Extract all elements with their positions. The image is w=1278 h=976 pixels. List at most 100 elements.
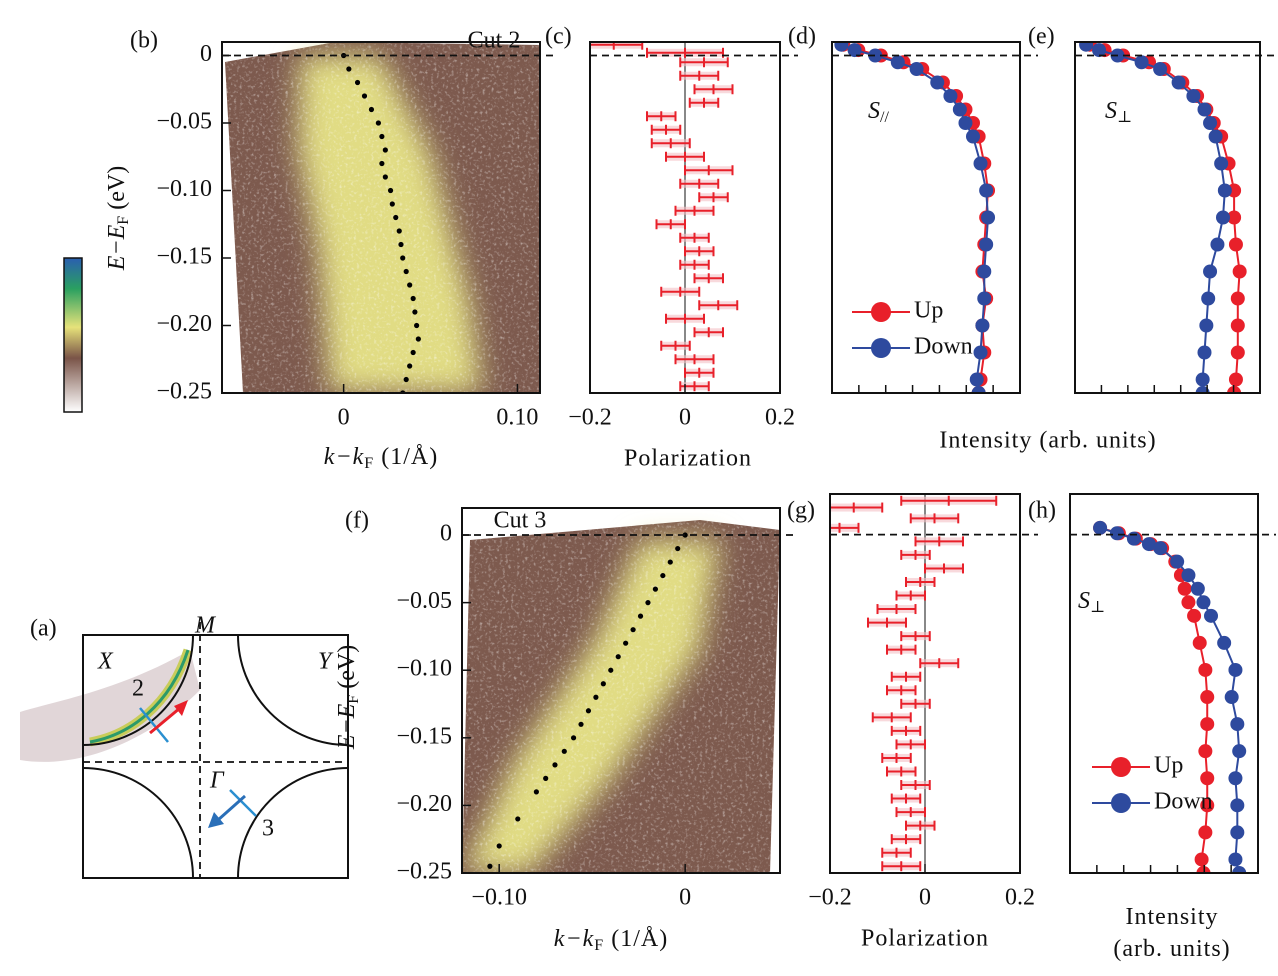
dispersion-point	[552, 762, 558, 768]
y-tick-label: −0.20	[396, 791, 452, 817]
intensity-point	[1217, 183, 1232, 198]
intensity-point	[977, 291, 992, 306]
cut-arrow	[149, 706, 181, 735]
error-bar	[924, 563, 964, 574]
error-bar	[684, 165, 734, 176]
intensity-point	[1110, 526, 1124, 541]
dispersion-point	[630, 627, 636, 633]
x-axis-label-line: Intensity	[1126, 904, 1219, 930]
intensity-point	[981, 210, 996, 225]
legend-marker	[1111, 757, 1131, 777]
intensity-point	[975, 318, 990, 333]
legend-label: Up	[914, 298, 943, 324]
annotation-main: S	[1105, 98, 1117, 124]
y-axis-label: E−EF (eV)	[104, 166, 132, 271]
annotation-main: S	[868, 98, 880, 124]
error-bar	[905, 576, 936, 587]
intensity-point	[1216, 210, 1230, 225]
error-bar	[900, 780, 931, 791]
intensity-point	[952, 102, 967, 117]
intensity-point	[1217, 635, 1232, 650]
panel-errorbar	[830, 494, 998, 873]
error-bar	[698, 192, 729, 203]
intensity-point	[979, 237, 994, 252]
intensity-point	[973, 345, 988, 360]
intensity-point	[1200, 798, 1215, 813]
legend-marker	[871, 302, 891, 322]
error-bar	[914, 536, 964, 547]
annotation: Cut 3	[494, 508, 547, 534]
panel-scatter	[225, 42, 540, 393]
dispersion-point	[533, 789, 539, 795]
intensity-point	[1197, 345, 1212, 360]
x-tick-label: 0.10	[496, 405, 538, 431]
dispersion-point	[403, 376, 409, 383]
dispersion-point	[389, 201, 395, 207]
error-bar	[890, 725, 922, 736]
error-bar	[890, 793, 922, 804]
x-axis-label: Polarization	[624, 446, 752, 472]
intensity-point	[834, 42, 849, 52]
x-tick-label: 0	[679, 885, 691, 911]
intensity-point	[1230, 345, 1245, 360]
error-bar	[919, 658, 960, 669]
panel-label: (f)	[345, 508, 369, 534]
error-bar	[900, 495, 998, 506]
plot-frame	[221, 41, 541, 394]
intensity-point	[958, 116, 973, 130]
dispersion-point	[410, 295, 416, 302]
intensity-point	[1230, 798, 1245, 813]
error-bar	[655, 219, 686, 230]
intensity-point	[1196, 866, 1211, 873]
dispersion-point	[410, 349, 416, 356]
x-tick-label: 0	[338, 405, 350, 431]
intensity-point	[977, 264, 992, 279]
dispersion-point	[382, 147, 388, 153]
intensity-point	[1190, 581, 1205, 596]
intensity-point	[1194, 852, 1209, 867]
dispersion-point	[615, 654, 621, 660]
intensity-point	[1181, 568, 1196, 583]
dispersion-point	[578, 721, 584, 727]
y-axis-label-sub: F	[115, 216, 132, 225]
bz-frame	[82, 634, 349, 879]
dispersion-point	[543, 775, 549, 781]
intensity-point	[1197, 102, 1212, 117]
intensity-point	[1187, 608, 1202, 623]
intensity-point	[1203, 116, 1218, 130]
error-bar	[679, 57, 729, 68]
error-bar	[665, 313, 705, 324]
dispersion-point	[412, 309, 418, 315]
dispersion-point	[368, 106, 375, 113]
intensity-point	[1210, 237, 1225, 252]
x-axis-label-line: (arb. units)	[1113, 936, 1230, 962]
intensity-point	[1228, 852, 1243, 867]
y-axis-label: E−EF (eV)	[334, 645, 362, 750]
error-bar	[905, 820, 936, 831]
intensity-point	[1227, 210, 1242, 225]
intensity-point	[1200, 717, 1215, 732]
intensity-line	[1099, 526, 1241, 873]
error-bar	[590, 42, 644, 50]
legend-label: Down	[914, 334, 973, 360]
colorbar	[63, 257, 83, 413]
error-bar	[900, 549, 931, 560]
dispersion-point	[379, 160, 385, 167]
panel-label: (c)	[545, 24, 572, 50]
intensity-point	[1171, 75, 1186, 90]
dispersion-point	[361, 93, 368, 99]
error-bar	[830, 522, 860, 533]
legend-marker	[1111, 793, 1131, 813]
error-bar	[646, 47, 724, 58]
error-bar	[909, 513, 960, 524]
x-axis-label-main: k−k	[324, 444, 365, 470]
error-bar	[674, 354, 715, 365]
y-tick-label: −0.25	[396, 859, 452, 885]
annotation: S⊥	[1078, 588, 1105, 616]
error-bar	[881, 861, 922, 872]
error-bar	[895, 739, 926, 750]
panel-label: (g)	[787, 498, 815, 524]
dispersion-point	[496, 843, 502, 849]
dispersion-point	[346, 66, 352, 72]
